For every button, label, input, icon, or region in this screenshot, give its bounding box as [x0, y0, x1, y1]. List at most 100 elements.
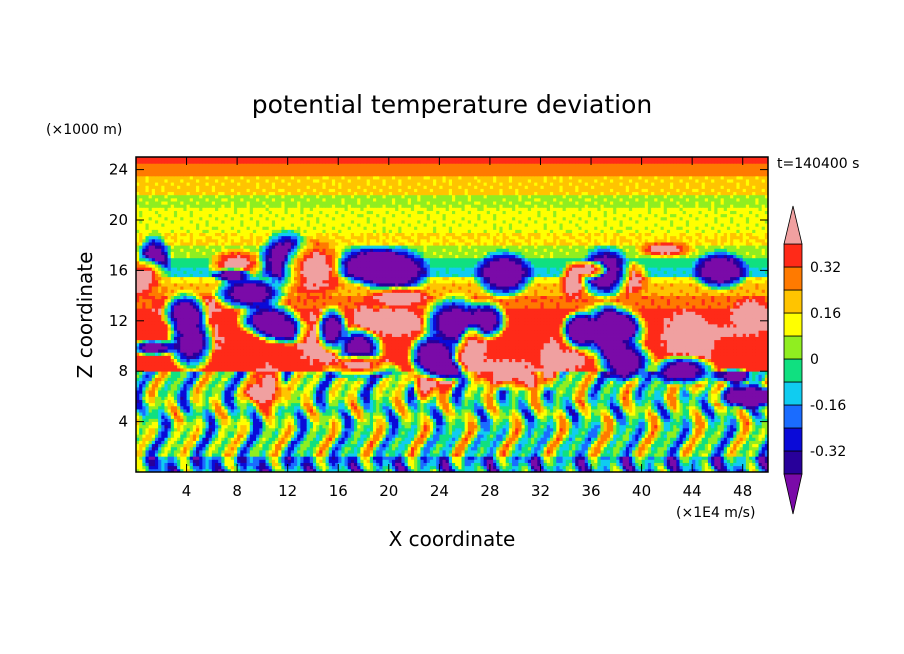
field-cell — [446, 428, 450, 432]
field-cell — [759, 447, 763, 451]
field-cell — [266, 425, 270, 429]
field-cell — [676, 412, 680, 416]
field-cell — [702, 418, 706, 422]
field-cell — [357, 441, 361, 445]
field-cell — [667, 450, 671, 454]
field-cell — [452, 434, 456, 438]
field-cell — [152, 393, 156, 397]
field-cell — [695, 463, 699, 467]
field-cell — [623, 437, 627, 441]
field-cell — [503, 450, 507, 454]
field-cell — [477, 428, 481, 432]
field-cell — [411, 400, 415, 404]
field-cell — [382, 415, 386, 419]
field-cell — [515, 406, 519, 410]
field-cell — [689, 406, 693, 410]
field-cell — [733, 393, 737, 397]
field-cell — [657, 412, 661, 416]
field-cell — [168, 393, 172, 397]
field-cell — [180, 412, 184, 416]
field-cell — [597, 444, 601, 448]
field-cell — [714, 400, 718, 404]
field-cell — [310, 444, 314, 448]
field-cell — [721, 415, 725, 419]
field-cell — [300, 444, 304, 448]
field-cell — [177, 412, 181, 416]
field-cell — [310, 453, 314, 457]
field-cell — [250, 422, 254, 426]
field-cell — [528, 447, 532, 451]
field-cell — [657, 447, 661, 451]
field-cell — [613, 409, 617, 413]
field-cell — [525, 453, 529, 457]
field-cell — [480, 444, 484, 448]
field-cell — [762, 437, 766, 441]
field-cell — [215, 431, 219, 435]
field-cell — [717, 415, 721, 419]
field-cell — [604, 412, 608, 416]
field-cell — [247, 437, 251, 441]
field-cell — [401, 437, 405, 441]
field-cell — [578, 425, 582, 429]
field-cell — [686, 403, 690, 407]
field-cell — [420, 403, 424, 407]
field-cell — [616, 393, 620, 397]
field-cell — [746, 409, 750, 413]
field-cell — [139, 441, 143, 445]
field-cell — [247, 400, 251, 404]
field-cell — [392, 463, 396, 467]
field-cell — [367, 422, 371, 426]
field-cell — [667, 434, 671, 438]
field-cell — [499, 459, 503, 463]
field-cell — [670, 431, 674, 435]
field-cell — [623, 434, 627, 438]
field-cell — [680, 428, 684, 432]
field-cell — [351, 444, 355, 448]
field-cell — [259, 418, 263, 422]
field-cell — [243, 393, 247, 397]
field-cell — [288, 422, 292, 426]
field-cell — [357, 406, 361, 410]
field-cell — [657, 406, 661, 410]
field-cell — [458, 428, 462, 432]
field-cell — [417, 463, 421, 467]
field-cell — [322, 412, 326, 416]
field-cell — [395, 428, 399, 432]
field-cell — [708, 418, 712, 422]
field-cell — [531, 463, 535, 467]
field-cell — [420, 450, 424, 454]
field-cell — [468, 463, 472, 467]
field-cell — [351, 396, 355, 400]
field-cell — [724, 393, 728, 397]
field-cell — [566, 431, 570, 435]
field-cell — [553, 453, 557, 457]
field-cell — [278, 412, 282, 416]
field-cell — [667, 441, 671, 445]
field-cell — [240, 403, 244, 407]
field-cell — [661, 466, 665, 470]
field-cell — [667, 409, 671, 413]
field-cell — [411, 444, 415, 448]
field-cell — [338, 422, 342, 426]
field-cell — [582, 412, 586, 416]
field-cell — [168, 444, 172, 448]
field-cell — [724, 447, 728, 451]
field-cell — [648, 412, 652, 416]
field-cell — [740, 406, 744, 410]
field-cell — [547, 450, 551, 454]
field-cell — [446, 463, 450, 467]
field-cell — [446, 406, 450, 410]
field-cell — [174, 434, 178, 438]
field-cell — [708, 456, 712, 460]
field-cell — [566, 418, 570, 422]
field-cell — [607, 418, 611, 422]
field-cell — [607, 437, 611, 441]
field-cell — [417, 456, 421, 460]
field-cell — [588, 441, 592, 445]
field-cell — [727, 428, 731, 432]
field-cell — [367, 441, 371, 445]
field-cell — [664, 393, 668, 397]
field-cell — [582, 415, 586, 419]
field-cell — [566, 434, 570, 438]
field-cell — [430, 456, 434, 460]
